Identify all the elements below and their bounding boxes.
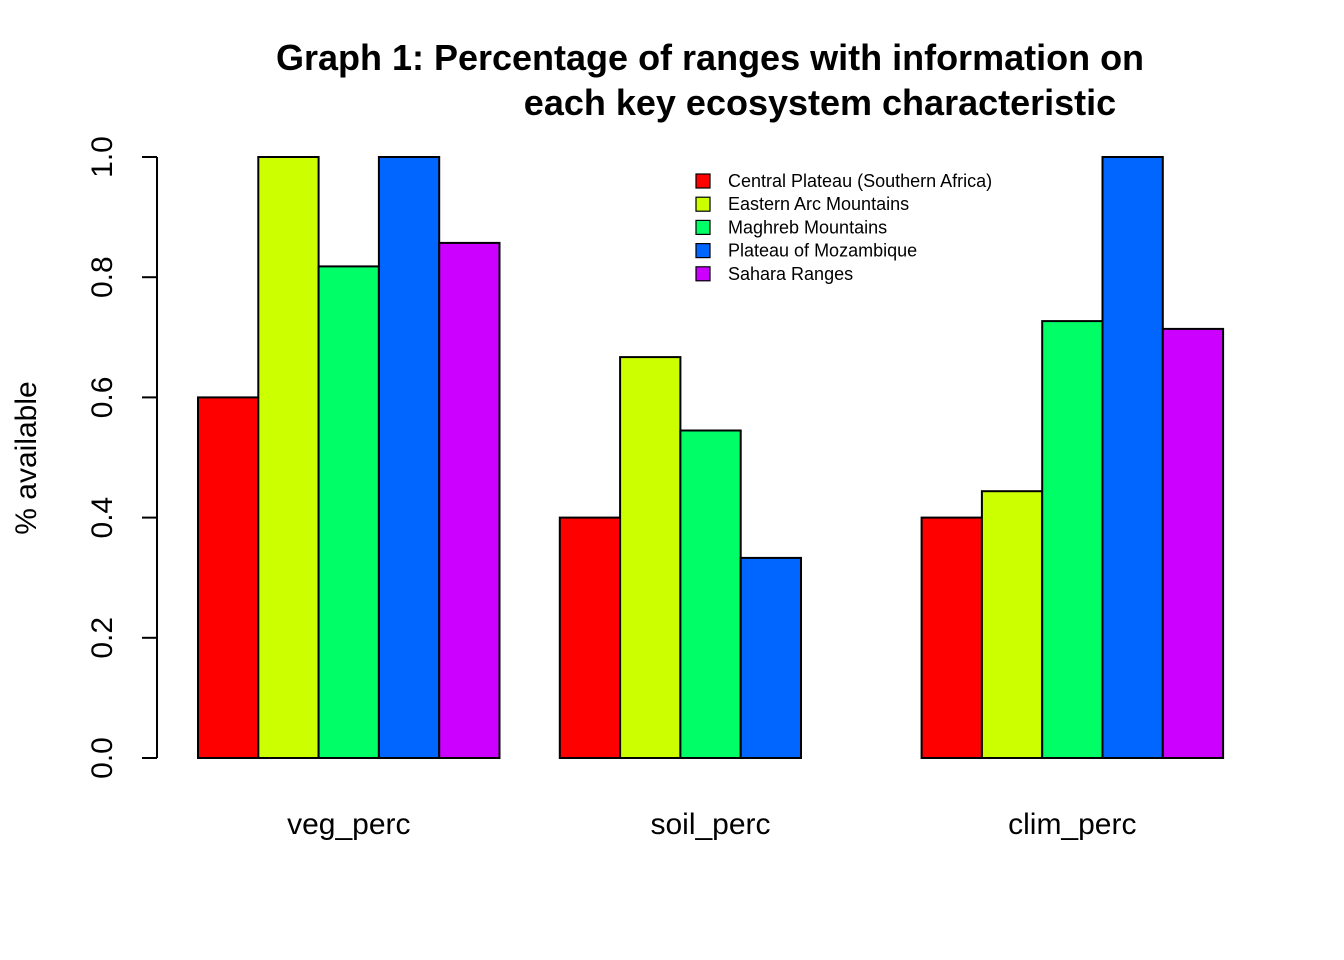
legend-item: Maghreb Mountains (695, 217, 887, 237)
legend-swatch (695, 196, 711, 212)
legend-label: Eastern Arc Mountains (728, 194, 909, 214)
y-axis-label: % available (10, 381, 43, 534)
bar (980, 490, 1044, 759)
legend-swatch (695, 219, 711, 235)
bar (920, 516, 983, 759)
bar (317, 265, 380, 759)
legend: Central Plateau (Southern Africa) Eastern… (695, 171, 992, 284)
chart-title-line-2: each key ecosystem characteristic (524, 82, 1116, 123)
x-category-label: veg_perc (287, 808, 410, 841)
legend-item: Central Plateau (Southern Africa) (695, 171, 992, 191)
y-axis: 0.0 0.2 0.4 0.6 0.8 1.0 (86, 136, 158, 779)
bar (679, 429, 742, 759)
x-category-label: clim_perc (1008, 808, 1136, 841)
legend-swatch (695, 173, 711, 189)
chart-title: Graph 1: Percentage of ranges with infor… (276, 37, 1144, 123)
legend-label: Central Plateau (Southern Africa) (728, 171, 992, 191)
y-tick-label: 0.0 (86, 737, 119, 779)
y-tick-label: 0.8 (86, 256, 119, 298)
legend-label: Plateau of Mozambique (728, 241, 917, 261)
x-category-label: soil_perc (650, 808, 770, 841)
bar (197, 396, 260, 759)
bar (558, 516, 622, 759)
y-tick-label: 0.4 (86, 497, 119, 539)
bar (1101, 156, 1164, 759)
legend-label: Maghreb Mountains (728, 217, 887, 237)
bar (377, 156, 441, 759)
bar (1041, 320, 1104, 759)
legend-item: Eastern Arc Mountains (695, 194, 909, 214)
legend-swatch (695, 266, 711, 282)
legend-label: Sahara Ranges (728, 264, 853, 284)
legend-item: Sahara Ranges (695, 264, 853, 284)
bar (438, 241, 501, 759)
bar (1161, 327, 1225, 759)
chart-title-line-1: Graph 1: Percentage of ranges with infor… (276, 37, 1144, 78)
bar (257, 156, 320, 759)
bar (739, 556, 803, 760)
x-axis-category-labels: veg_perc soil_perc clim_perc (287, 808, 1136, 841)
y-tick-label: 0.2 (86, 617, 119, 659)
y-tick-label: 0.6 (86, 377, 119, 419)
legend-item: Plateau of Mozambique (695, 241, 917, 261)
bar (619, 356, 682, 759)
legend-swatch (695, 243, 711, 259)
bar-group (197, 156, 1225, 760)
y-tick-label: 1.0 (86, 136, 119, 178)
